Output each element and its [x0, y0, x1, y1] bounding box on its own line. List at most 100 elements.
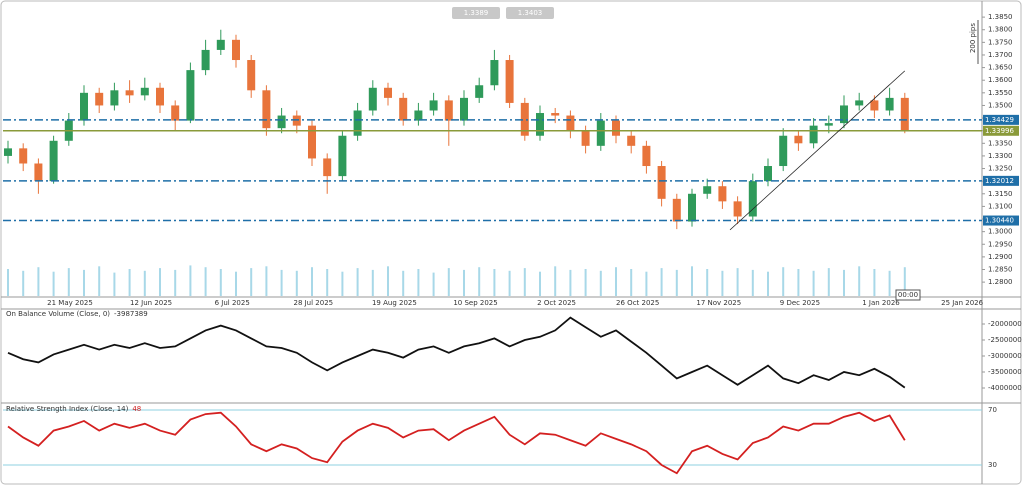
candle-body	[338, 135, 347, 177]
candle-body	[216, 39, 225, 50]
quote-box[interactable]	[506, 7, 554, 19]
volume-bar	[37, 267, 40, 296]
volume-bar	[341, 271, 344, 296]
y-tick-label: 1.2900	[988, 253, 1013, 261]
candle-body	[201, 49, 210, 71]
level-label-box	[983, 125, 1019, 136]
x-tick-label: 10 Sep 2025	[453, 299, 497, 307]
candle-body	[642, 145, 651, 167]
volume-bar	[706, 269, 709, 296]
quote-label: 1.3389	[464, 9, 489, 17]
level-label: 1.33996	[985, 127, 1014, 135]
volume-bar	[827, 268, 830, 296]
volume-bar	[113, 272, 116, 296]
candle-body	[733, 201, 742, 217]
volume-bar	[630, 269, 633, 296]
candle-body	[186, 70, 195, 121]
candle-body	[612, 120, 620, 136]
volume-bar	[83, 269, 85, 296]
candle-body	[748, 181, 757, 217]
x-tick-label: 1 Jan 2026	[862, 299, 900, 307]
volume-bar	[143, 270, 146, 296]
candle-body	[475, 85, 484, 98]
y-tick-label: 1.3250	[988, 165, 1013, 173]
y-tick-label: 1.2850	[988, 265, 1013, 273]
volume-bar	[280, 269, 283, 296]
volume-bar	[873, 269, 876, 296]
candle-body	[444, 100, 453, 121]
candle-body	[308, 125, 316, 159]
candle-body	[414, 110, 423, 121]
y-tick-label: 1.3750	[988, 38, 1013, 46]
y-tick-label: 1.3350	[988, 139, 1013, 147]
x-tick-label: 2 Oct 2025	[537, 299, 576, 307]
volume-bar	[751, 269, 754, 296]
volume-bar	[189, 265, 192, 296]
series-line	[7, 316, 906, 389]
volume-bar	[691, 266, 693, 296]
candle-body	[490, 60, 499, 86]
y-tick-label: -3000000	[988, 352, 1022, 360]
volume-bar	[326, 269, 329, 296]
candle-body	[429, 100, 438, 111]
volume-bar	[721, 270, 724, 296]
volume-bar	[447, 268, 450, 296]
volume-bar	[812, 270, 815, 296]
volume-bar	[98, 266, 101, 296]
candle-body	[460, 97, 468, 121]
time-box	[895, 289, 921, 301]
y-tick-label: 1.3550	[988, 89, 1013, 97]
y-tick-label: 1.3850	[988, 13, 1013, 21]
volume-bar	[645, 271, 648, 296]
panel-title: Relative Strength Index (Close, 14)	[6, 405, 129, 413]
volume-bar	[7, 269, 9, 296]
volume-bar	[219, 269, 222, 296]
x-tick-label: 25 Jan 2026	[941, 299, 984, 307]
level-label-box	[983, 175, 1019, 186]
x-tick-label: 26 Oct 2025	[616, 299, 659, 307]
y-tick-label: 1.3500	[988, 101, 1013, 109]
time-label: 00:00	[898, 291, 918, 299]
candle-body	[262, 90, 271, 129]
volume-bar	[782, 267, 785, 296]
candle-body	[247, 60, 256, 91]
current-value: 48	[132, 405, 141, 413]
candle-body	[596, 120, 605, 146]
candle-body	[323, 158, 332, 177]
candle-body	[277, 115, 286, 129]
volume-bar	[67, 268, 70, 296]
trendline	[729, 70, 906, 231]
candle-body	[703, 186, 712, 194]
volume-bar	[356, 268, 359, 296]
volume-bar	[675, 269, 678, 296]
y-tick-label: 1.3300	[988, 152, 1013, 160]
candle-body	[672, 198, 681, 222]
y-tick-label: 1.3600	[988, 76, 1013, 84]
candle-body	[95, 92, 104, 106]
candle-body	[125, 90, 134, 96]
candle-body	[49, 140, 58, 182]
candle-body	[657, 166, 666, 199]
quote-label: 1.3403	[518, 9, 543, 17]
x-tick-label: 19 Aug 2025	[372, 299, 417, 307]
quote-box[interactable]	[452, 7, 500, 19]
candle-body	[870, 100, 879, 111]
series-line	[7, 411, 906, 475]
candle-body	[19, 148, 28, 164]
candle-body	[80, 92, 88, 121]
volume-bar	[903, 267, 906, 296]
volume-bar	[843, 269, 845, 296]
candle-body	[232, 39, 240, 61]
volume-bar	[736, 268, 739, 296]
candle-body	[520, 102, 529, 136]
volume-bar	[599, 270, 602, 296]
volume-bar	[493, 269, 496, 296]
candle-body	[885, 97, 894, 111]
candle-body	[4, 148, 12, 156]
candle-body	[581, 130, 590, 146]
y-tick-label: 70	[988, 406, 997, 414]
level-label: 1.30440	[985, 217, 1014, 225]
